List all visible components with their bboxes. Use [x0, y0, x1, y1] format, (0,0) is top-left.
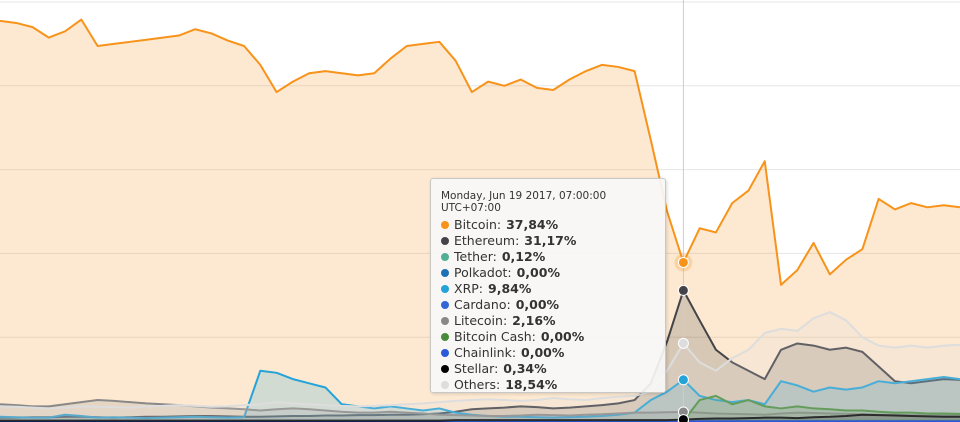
tooltip-name: Stellar [454, 361, 495, 376]
tooltip-name: Polkadot [454, 265, 508, 280]
legend-dot [441, 221, 449, 229]
tooltip-row: Cardano: 0,00% [441, 297, 655, 313]
tooltip-separator: : [506, 297, 511, 312]
tooltip-row: Bitcoin: 37,84% [441, 217, 655, 233]
tooltip-value: 0,34% [503, 361, 547, 376]
legend-dot [441, 365, 449, 373]
tooltip-separator: : [507, 265, 512, 280]
tooltip-separator: : [531, 329, 536, 344]
hover-marker [677, 374, 689, 386]
tooltip-value: 18,54% [505, 377, 558, 392]
tooltip-name: Tether [454, 249, 493, 264]
tooltip: Monday, Jun 19 2017, 07:00:00 UTC+07:00 … [430, 178, 666, 393]
hover-marker [677, 284, 689, 296]
tooltip-row: Others: 18,54% [441, 377, 655, 393]
tooltip-value: 0,00% [521, 345, 565, 360]
legend-dot [441, 237, 449, 245]
legend-dot [441, 333, 449, 341]
tooltip-separator: : [492, 249, 497, 264]
tooltip-separator: : [502, 313, 508, 328]
line [0, 399, 960, 417]
area [0, 290, 960, 421]
tooltip-name: Litecoin [454, 313, 503, 328]
tooltip-row: Stellar: 0,34% [441, 361, 655, 377]
tooltip-value: 2,16% [512, 313, 556, 328]
legend-dot [441, 253, 449, 261]
tooltip-row: Ethereum: 31,17% [441, 233, 655, 249]
legend-dot [441, 349, 449, 357]
tooltip-separator: : [511, 345, 517, 360]
area [0, 370, 960, 421]
tooltip-value: 0,12% [501, 249, 546, 264]
line [0, 18, 960, 286]
tooltip-name: Others [454, 377, 497, 392]
tooltip-row: Bitcoin Cash: 0,00% [441, 329, 655, 345]
tooltip-value: 9,84% [488, 281, 532, 296]
tooltip-name: XRP [454, 281, 479, 296]
tooltip-separator: : [515, 233, 520, 248]
line [0, 413, 960, 422]
tooltip-row: Chainlink: 0,00% [441, 345, 655, 361]
legend-dot [441, 381, 449, 389]
tooltip-separator: : [478, 281, 484, 296]
tooltip-row: XRP: 9,84% [441, 281, 655, 297]
tooltip-value: 0,00% [516, 265, 560, 280]
legend-dot [441, 285, 449, 293]
tooltip-name: Ethereum [454, 233, 516, 248]
tooltip-name: Cardano [454, 297, 507, 312]
hover-marker [677, 256, 689, 268]
tooltip-title: Monday, Jun 19 2017, 07:00:00 UTC+07:00 [441, 190, 607, 214]
tooltip-name: Chainlink [454, 345, 512, 360]
hover-marker [677, 337, 689, 349]
area [0, 400, 960, 421]
tooltip-row: Polkadot: 0,00% [441, 265, 655, 281]
tooltip-value: 0,00% [515, 297, 560, 312]
line [682, 394, 960, 422]
area [0, 312, 960, 421]
tooltip-value: 0,00% [540, 329, 585, 344]
tooltip-row: Litecoin: 2,16% [441, 313, 655, 329]
hover-marker [677, 414, 689, 422]
tooltip-separator: : [494, 361, 499, 376]
tooltip-separator: : [496, 377, 501, 392]
tooltip-name: Bitcoin Cash [454, 329, 532, 344]
line [0, 311, 960, 410]
legend-dot [441, 269, 449, 277]
tooltip-value: 31,17% [524, 233, 577, 248]
legend-dot [441, 317, 449, 325]
tooltip-separator: : [496, 217, 502, 232]
tooltip-row: Tether: 0,12% [441, 249, 655, 265]
legend-dot [441, 301, 449, 309]
tooltip-value: 37,84% [506, 217, 559, 232]
tooltip-name: Bitcoin [454, 217, 497, 232]
